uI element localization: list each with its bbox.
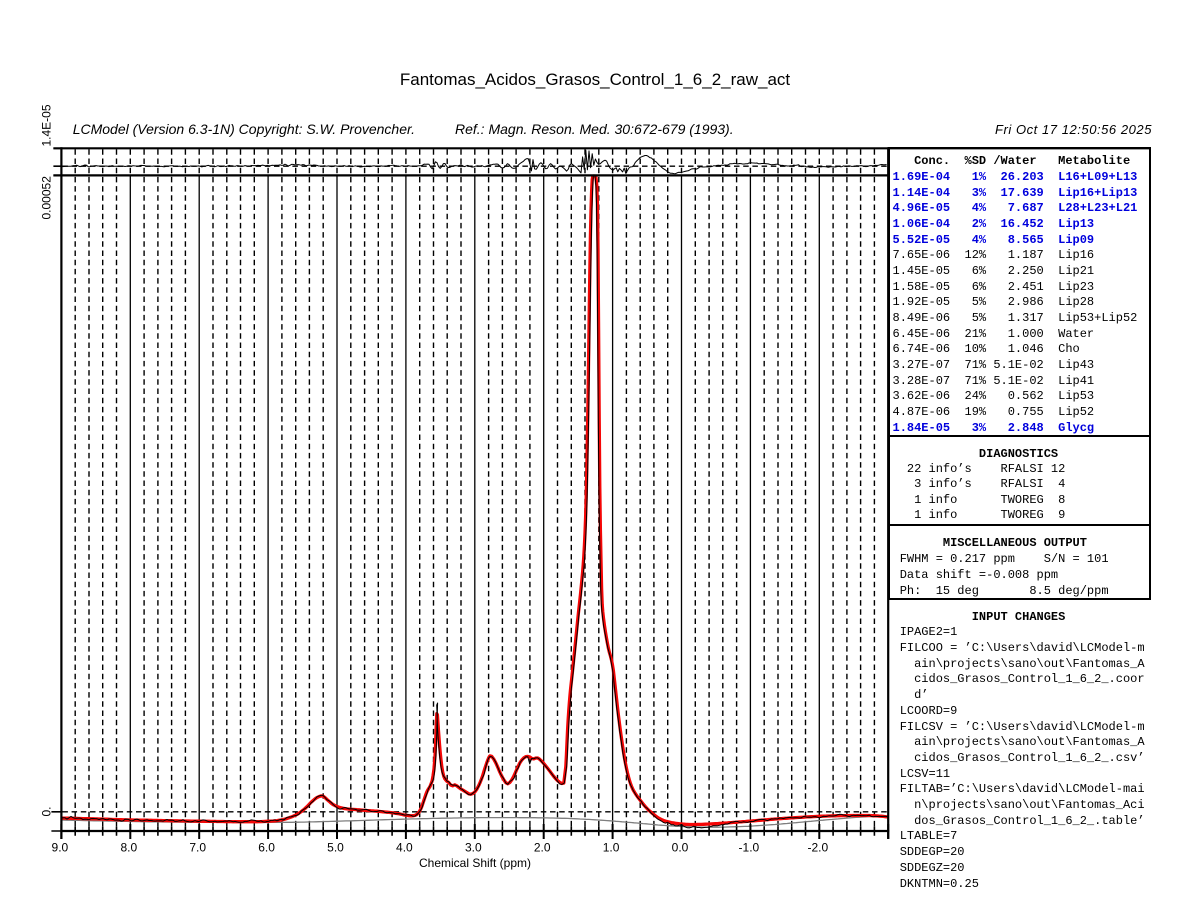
svg-text:6.0: 6.0: [258, 841, 275, 855]
svg-text:3.0: 3.0: [465, 841, 482, 855]
svg-text:2.0: 2.0: [534, 841, 551, 855]
svg-text:0.00052: 0.00052: [40, 176, 54, 220]
svg-text:-2.0: -2.0: [807, 841, 828, 855]
svg-text:1.0: 1.0: [603, 841, 620, 855]
svg-text:0.: 0.: [40, 806, 54, 816]
svg-text:5.0: 5.0: [327, 841, 344, 855]
svg-text:7.0: 7.0: [189, 841, 206, 855]
svg-text:8.0: 8.0: [120, 841, 137, 855]
svg-text:1.4E-05: 1.4E-05: [40, 104, 54, 146]
svg-text:-1.0: -1.0: [739, 841, 760, 855]
svg-text:4.0: 4.0: [396, 841, 413, 855]
svg-text:Chemical Shift (ppm): Chemical Shift (ppm): [419, 856, 531, 870]
svg-text:9.0: 9.0: [52, 841, 69, 855]
svg-text:0.0: 0.0: [672, 841, 689, 855]
